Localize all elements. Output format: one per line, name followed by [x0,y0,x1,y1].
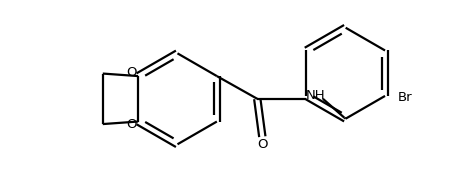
Text: O: O [126,66,136,79]
Text: Br: Br [397,91,411,104]
Text: NH: NH [305,89,325,102]
Text: O: O [257,138,267,151]
Text: O: O [126,118,136,131]
